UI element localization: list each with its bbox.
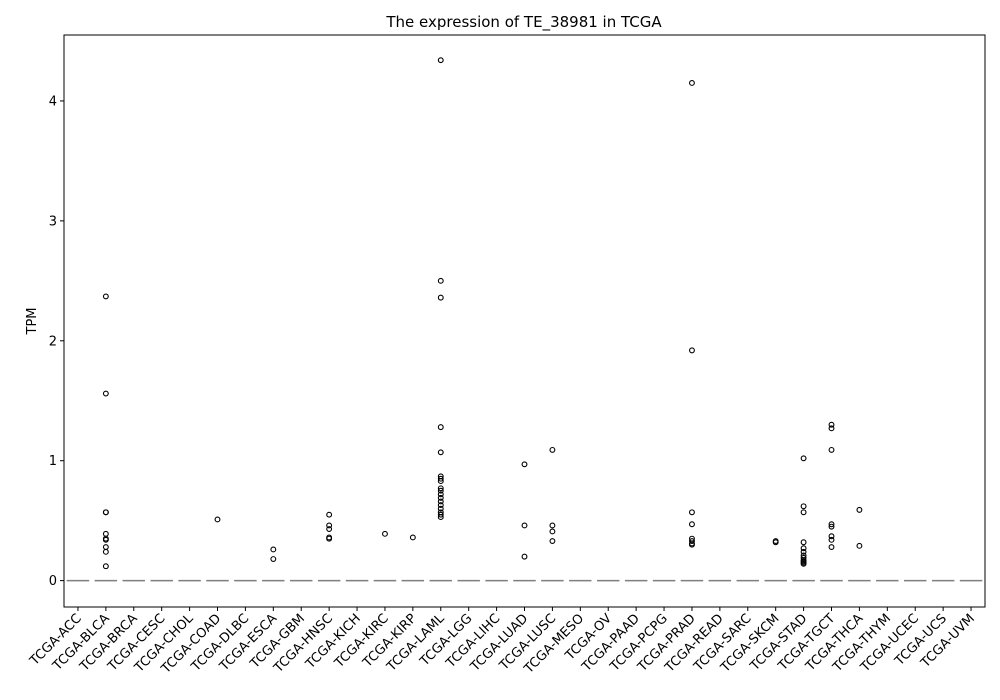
outlier-point [437,294,444,301]
outlier-point [856,542,863,549]
outlier-point [689,541,695,548]
outlier-point [689,521,695,528]
outlier-point [828,544,835,550]
y-axis-label: TPM [25,308,40,336]
outlier-point [549,522,556,529]
outlier-point [437,502,444,509]
outlier-point [437,424,444,431]
outlier-point [437,487,444,494]
outlier-point [521,522,528,529]
y-tick-label: 1 [49,454,57,469]
outlier-point [437,498,444,505]
outlier-point [326,511,333,518]
outlier-point [270,556,277,562]
y-tick-label: 3 [49,214,57,229]
outlier-point [800,509,807,516]
outlier-point [549,538,556,544]
outlier-point [102,390,109,397]
outlier-point [800,455,807,462]
outlier-point [800,545,807,552]
outlier-point [689,538,695,544]
outlier-point [800,560,807,567]
outlier-point [409,534,416,541]
outlier-point [521,461,528,468]
plot-area [66,57,983,582]
y-tick-label: 4 [49,94,57,109]
y-tick-label: 0 [49,574,57,589]
outlier-point [828,446,835,453]
outlier-point [437,478,444,485]
outlier-point [772,539,779,546]
outlier-point [326,526,333,533]
outlier-point [828,523,835,530]
outlier-point [437,475,444,482]
outlier-point [102,544,109,550]
outlier-point [549,528,556,535]
outlier-point [689,509,695,516]
outlier-point [214,516,221,523]
outlier-point [382,530,388,537]
outlier-point [437,57,444,64]
outlier-point [689,80,695,86]
outlier-point [800,548,807,555]
outlier-point [800,503,807,510]
y-tick-label: 2 [49,334,57,349]
outlier-point [828,425,835,432]
outlier-point [828,521,835,528]
outlier-point [102,536,109,543]
outlier-point [102,530,109,537]
outlier-point [437,514,444,521]
outlier-point [326,522,333,529]
outlier-point [689,347,695,354]
outlier-point [828,536,835,543]
outlier-point [521,553,528,560]
outlier-point [102,293,109,300]
outlier-point [437,485,444,492]
outlier-point [856,506,863,513]
outlier-point [102,563,109,570]
outlier-point [326,535,333,542]
outlier-point [437,511,444,518]
outlier-point [102,548,109,555]
outlier-point [437,491,444,498]
outlier-point [828,421,835,428]
outlier-point [437,277,444,284]
outlier-point [102,509,109,516]
outlier-point [549,446,556,453]
plot-frame [63,34,986,608]
chart-title: The expression of TE_38981 in TCGA [385,13,662,32]
outlier-point [270,546,277,553]
outlier-point [437,449,444,456]
outlier-point [828,533,835,540]
outlier-point [437,494,444,501]
outlier-point [800,539,807,546]
outlier-point [437,505,444,512]
